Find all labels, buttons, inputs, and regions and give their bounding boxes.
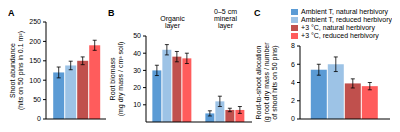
svg-text:8: 8 — [291, 42, 295, 49]
svg-text:50: 50 — [133, 32, 141, 39]
svg-text:2: 2 — [291, 97, 295, 104]
html-text:Ambient T, reduced herbivory: Ambient T, reduced herbivory — [301, 16, 392, 23]
svg-text:10: 10 — [133, 101, 141, 108]
svg-text:0–5 cmminerallayer: 0–5 cmminerallayer — [214, 8, 237, 30]
html-text:B: B — [108, 8, 115, 18]
svg-text:30: 30 — [133, 67, 141, 74]
svg-text:0: 0 — [37, 115, 41, 122]
html-text:Ambient T, natural herbivory: Ambient T, natural herbivory — [301, 8, 389, 15]
html-text:+3 °C, natural herbivory: +3 °C, natural herbivory — [301, 24, 375, 31]
svg-text:100: 100 — [29, 77, 41, 84]
svg-text:200: 200 — [29, 38, 41, 45]
html-text:+3 °C, reduced herbivory: +3 °C, reduced herbivory — [301, 32, 379, 39]
svg-text:Shoot abundance(hits on 50 pin: Shoot abundance(hits on 50 pins in 0.1 m… — [9, 31, 25, 110]
svg-text:150: 150 — [29, 57, 41, 64]
svg-text:Root-to-shoot allocation(g roo: Root-to-shoot allocation(g root dry mass… — [255, 42, 279, 123]
svg-text:0: 0 — [291, 115, 295, 122]
html-text:C: C — [254, 8, 261, 18]
svg-text:250: 250 — [29, 18, 41, 25]
svg-text:20: 20 — [133, 84, 141, 91]
svg-text:4: 4 — [291, 79, 295, 86]
svg-text:40: 40 — [133, 50, 141, 57]
svg-text:6: 6 — [291, 61, 295, 68]
svg-text:50: 50 — [33, 96, 41, 103]
svg-text:Root biomass(mg dry mass / cm³: Root biomass(mg dry mass / cm³ soil) — [109, 42, 125, 117]
html-text:A: A — [8, 8, 15, 18]
svg-text:Organiclayer: Organiclayer — [160, 15, 185, 30]
